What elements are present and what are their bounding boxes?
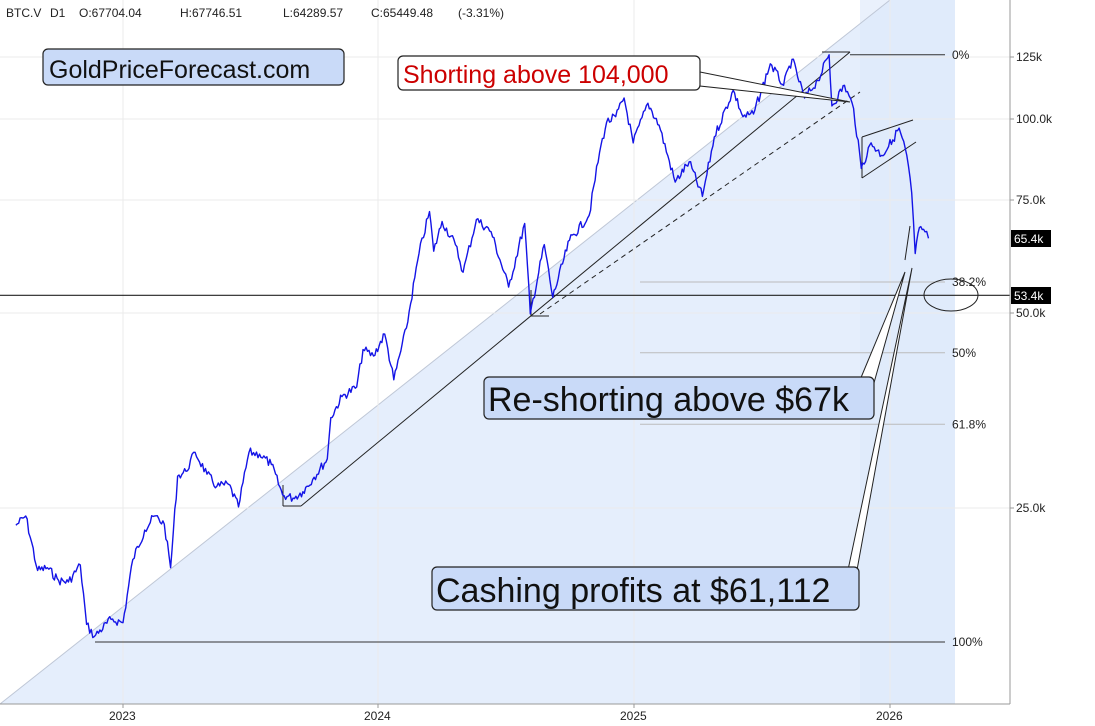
reshort-callout-text: Re-shorting above $67k: [488, 381, 850, 419]
x-tick-label: 2026: [876, 709, 903, 723]
level-label: 53.4k: [1014, 289, 1044, 303]
support-trendline: [300, 51, 851, 507]
fib-level-label: 50%: [952, 346, 976, 360]
cash-callout-box: [431, 566, 860, 611]
pointer-extension: [904, 225, 911, 261]
watermark-text: GoldPriceForecast.com: [49, 56, 310, 84]
last-price-tag: [1011, 230, 1051, 247]
reshort-callout-box: [483, 376, 875, 420]
y-tick-label: 25.0k: [1016, 501, 1046, 515]
fib-level-label: 100%: [952, 635, 983, 649]
shaded-triangle: [0, 0, 955, 704]
fib-level-label: 38.2%: [952, 275, 986, 289]
level-tag: [1011, 287, 1051, 304]
x-tick-label: 2024: [364, 709, 391, 723]
triangle-edge: [0, 0, 891, 705]
shorting-callout-box: [397, 55, 701, 91]
y-tick-label: 100.0k: [1016, 112, 1053, 126]
timeframe-label: D1: [50, 6, 66, 20]
flag-top: [861, 119, 914, 138]
y-tick-label: 50.0k: [1016, 306, 1046, 320]
dashed-trendline: [539, 91, 861, 315]
highlight-ellipse: [923, 278, 979, 312]
low-label: L:64289.57: [283, 6, 343, 20]
x-tick-label: 2023: [109, 709, 136, 723]
flag-bottom: [861, 141, 917, 179]
fib-level-label: 0%: [952, 48, 970, 62]
last-price-label: 65.4k: [1014, 232, 1044, 246]
change-label: (-3.31%): [458, 6, 504, 20]
ohlc-header: BTC.V D1 O:67704.04 H:67746.51 L:64289.5…: [6, 6, 504, 20]
fib-level-label: 61.8%: [952, 417, 986, 431]
cash-callout-text: Cashing profits at $61,112: [436, 572, 830, 610]
watermark-box: [42, 48, 345, 86]
close-label: C:65449.48: [371, 6, 433, 20]
y-tick-label: 75.0k: [1016, 193, 1046, 207]
price-series-line: [15, 54, 930, 639]
shorting-callout-text: Shorting above 104,000: [403, 61, 669, 89]
high-label: H:67746.51: [180, 6, 242, 20]
x-tick-label: 2025: [620, 709, 647, 723]
symbol-label: BTC.V: [6, 6, 41, 20]
open-label: O:67704.04: [79, 6, 142, 20]
y-tick-label: 125k: [1016, 50, 1043, 64]
